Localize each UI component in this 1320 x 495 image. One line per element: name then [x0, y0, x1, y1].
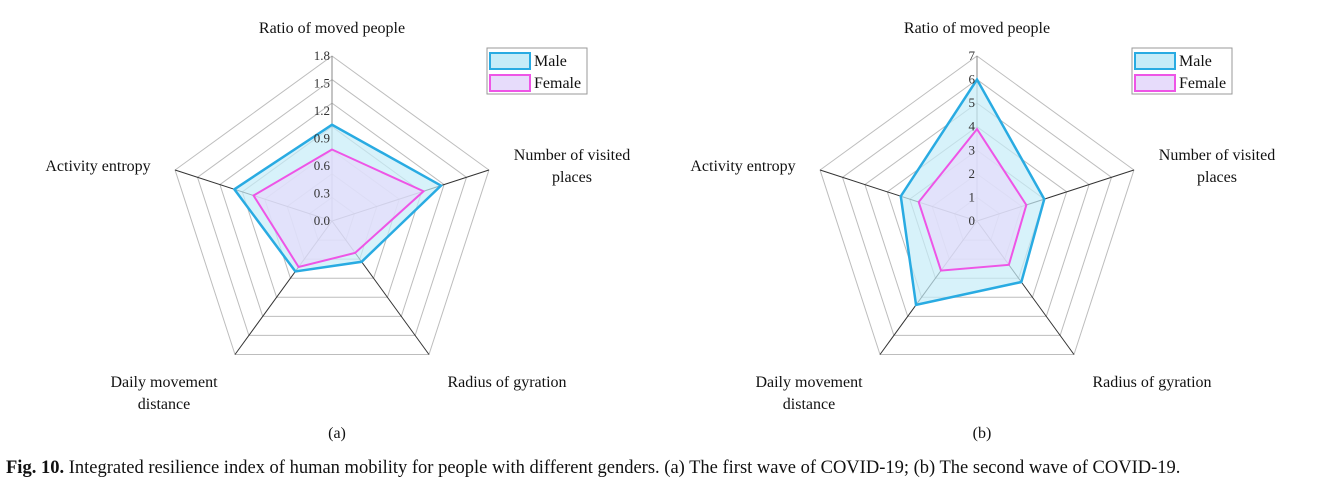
tick-label: 1.2	[314, 103, 330, 118]
axis-title-line: Ratio of moved people	[904, 20, 1050, 37]
legend-swatch-female	[489, 74, 531, 92]
legend-swatch-male	[489, 52, 531, 70]
panel-label: (b)	[973, 425, 992, 442]
grid-ring	[196, 78, 468, 336]
axis-title-line: Daily movement	[755, 374, 863, 391]
panel-label: (a)	[328, 425, 346, 442]
axis-title: Number of visited places	[1159, 147, 1275, 186]
tick-label: 0	[969, 213, 976, 228]
axis-title: Radius of gyration	[1092, 374, 1211, 391]
axis-title-line: places	[1197, 169, 1237, 186]
axis-title: Ratio of moved people	[904, 20, 1050, 37]
axis-title-line: Ratio of moved people	[259, 20, 405, 37]
radar-chart-a: 0.0 0.3 0.6 0.9 1.2 1.5 1.8 Ratio of moved peop…	[45, 20, 630, 442]
grid-ring	[886, 126, 1068, 298]
tick-label: 7	[969, 48, 976, 63]
axis-title: Daily movement distance	[110, 374, 218, 413]
tick-label: 0.9	[314, 131, 330, 146]
grid-ring	[219, 102, 445, 317]
axis-title-line: Activity entropy	[690, 158, 795, 175]
grid-ring	[864, 102, 1090, 317]
axis-title-line: distance	[138, 396, 190, 413]
axis-title: Activity entropy	[690, 158, 795, 175]
legend-swatch-male	[1134, 52, 1176, 70]
tick-label: 4	[969, 119, 976, 134]
axis-title: Radius of gyration	[447, 374, 566, 391]
figure-caption: Fig. 10. Integrated resilience index of …	[6, 458, 1316, 479]
axis-title-line: places	[552, 169, 592, 186]
tick-label: 0.3	[314, 186, 330, 201]
grid-ring	[174, 55, 490, 355]
series-female-polygon	[917, 127, 1028, 272]
tick-label: 5	[969, 95, 976, 110]
axis-title-line: Number of visited	[1159, 147, 1275, 164]
grid-ring	[841, 78, 1113, 336]
tick-label: 1.5	[314, 76, 330, 91]
tick-label: 0.6	[314, 158, 331, 173]
axis-title-line: Number of visited	[514, 147, 630, 164]
tick-label: 1	[969, 189, 976, 204]
tick-label: 3	[969, 142, 976, 157]
legend: Male Female	[1131, 47, 1233, 95]
axis-title: Ratio of moved people	[259, 20, 405, 37]
tick-label: 6	[969, 72, 976, 87]
caption-label: Fig. 10.	[6, 458, 65, 478]
caption-text: Integrated resilience index of human mob…	[68, 458, 1181, 478]
axis-title-line: distance	[783, 396, 835, 413]
axis-title-line: Daily movement	[110, 374, 218, 391]
axis-title-line: Radius of gyration	[1092, 374, 1211, 391]
legend-label-male: Male	[534, 53, 567, 70]
legend-label-male: Male	[1179, 53, 1212, 70]
radar-chart-b: 0 1 2 3 4 5 6 7 Ratio of moved people Number of v…	[690, 20, 1275, 442]
legend-label-female: Female	[534, 75, 581, 92]
series-female-polygon	[252, 148, 426, 269]
tick-label: 2	[969, 166, 976, 181]
axis-title-line: Activity entropy	[45, 158, 150, 175]
axis-title: Activity entropy	[45, 158, 150, 175]
axis-title-line: Radius of gyration	[447, 374, 566, 391]
legend-label-female: Female	[1179, 75, 1226, 92]
legend-swatch-female	[1134, 74, 1176, 92]
tick-label: 0.0	[314, 213, 330, 228]
legend: Male Female	[486, 47, 588, 95]
axis-title: Number of visited places	[514, 147, 630, 186]
grid-ring	[819, 55, 1135, 355]
tick-label: 1.8	[314, 48, 330, 63]
axis-title: Daily movement distance	[755, 374, 863, 413]
